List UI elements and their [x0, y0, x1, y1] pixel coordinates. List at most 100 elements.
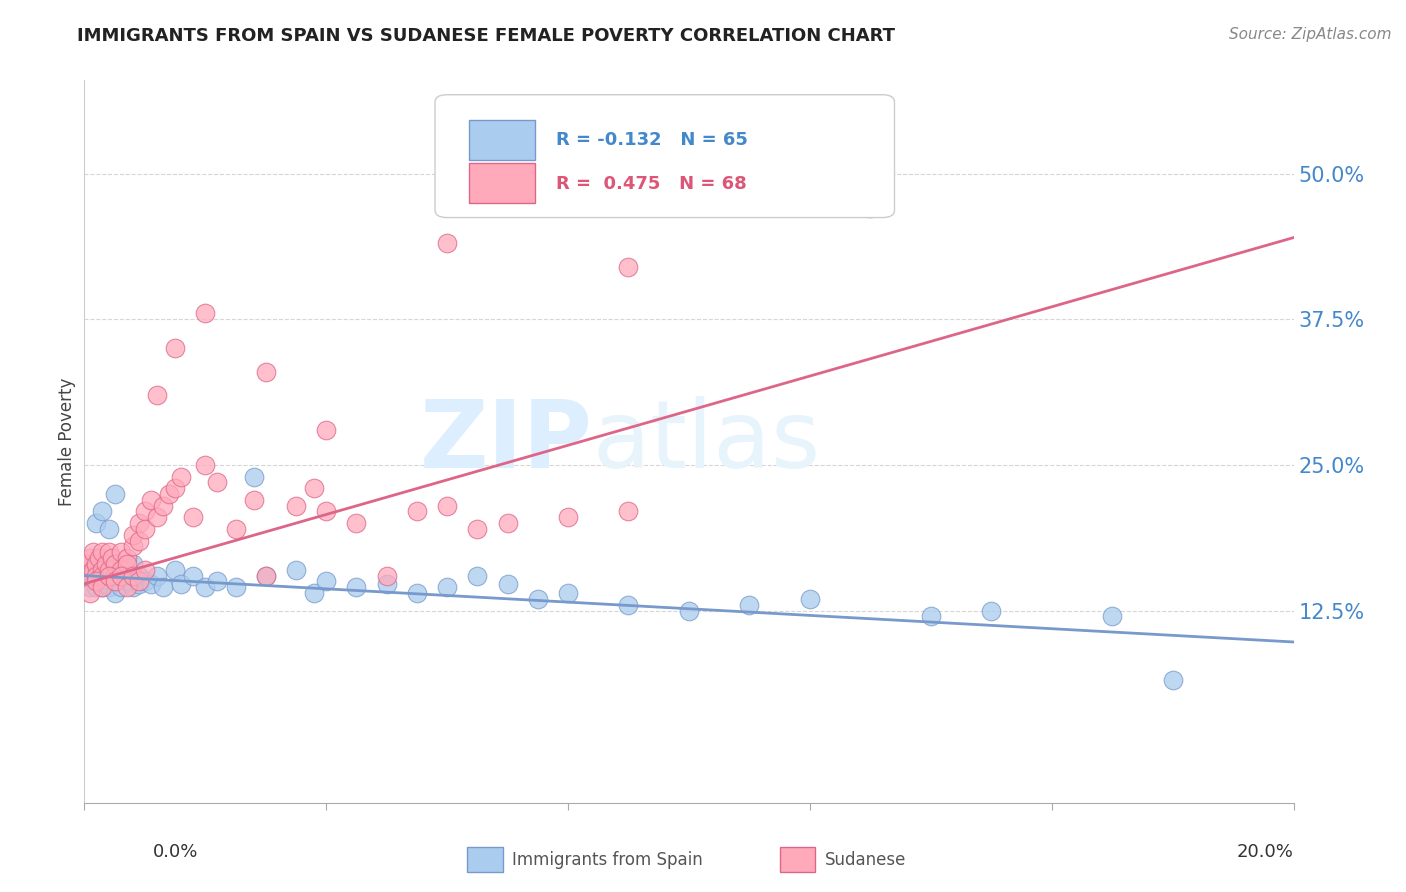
- Point: [121, 540, 143, 554]
- Point: [110, 563, 132, 577]
- Text: atlas: atlas: [592, 395, 821, 488]
- Point: [436, 236, 458, 251]
- Point: [79, 563, 101, 577]
- Text: IMMIGRANTS FROM SPAIN VS SUDANESE FEMALE POVERTY CORRELATION CHART: IMMIGRANTS FROM SPAIN VS SUDANESE FEMALE…: [77, 27, 896, 45]
- Text: Source: ZipAtlas.com: Source: ZipAtlas.com: [1229, 27, 1392, 42]
- Point: [467, 568, 489, 582]
- Point: [91, 568, 114, 582]
- Point: [527, 591, 550, 606]
- Point: [82, 568, 104, 582]
- Point: [94, 557, 117, 571]
- Point: [110, 568, 132, 582]
- Point: [89, 551, 111, 566]
- Point: [165, 481, 187, 495]
- Point: [104, 557, 127, 571]
- Text: 0.0%: 0.0%: [153, 843, 198, 861]
- Point: [920, 609, 942, 624]
- Point: [86, 516, 108, 530]
- Point: [170, 469, 193, 483]
- Point: [225, 522, 247, 536]
- Point: [115, 574, 138, 589]
- Point: [128, 574, 150, 589]
- Point: [128, 576, 150, 591]
- Point: [285, 499, 308, 513]
- Point: [678, 603, 700, 617]
- Point: [254, 568, 277, 582]
- Point: [315, 423, 337, 437]
- Point: [496, 576, 519, 591]
- Point: [97, 580, 120, 594]
- Point: [557, 586, 579, 600]
- FancyBboxPatch shape: [468, 163, 536, 203]
- Point: [86, 557, 108, 571]
- Point: [76, 557, 98, 571]
- Point: [165, 563, 187, 577]
- Point: [346, 580, 368, 594]
- Point: [115, 580, 138, 594]
- Point: [97, 568, 120, 582]
- Point: [110, 545, 132, 559]
- Point: [207, 574, 229, 589]
- Point: [980, 603, 1002, 617]
- Point: [104, 487, 127, 501]
- Point: [97, 563, 120, 577]
- Point: [181, 510, 204, 524]
- Point: [146, 388, 169, 402]
- Point: [97, 545, 120, 559]
- Point: [1161, 673, 1184, 688]
- Point: [285, 563, 308, 577]
- Point: [436, 580, 458, 594]
- Point: [146, 510, 169, 524]
- Point: [436, 499, 458, 513]
- Point: [97, 574, 120, 589]
- Point: [225, 580, 247, 594]
- Point: [115, 551, 138, 566]
- Point: [82, 563, 104, 577]
- Point: [79, 586, 101, 600]
- Point: [799, 591, 821, 606]
- Point: [194, 580, 217, 594]
- Point: [91, 504, 114, 518]
- Point: [134, 504, 156, 518]
- Point: [557, 510, 579, 524]
- Point: [91, 563, 114, 577]
- Point: [134, 563, 156, 577]
- Point: [157, 487, 180, 501]
- Point: [115, 563, 138, 577]
- Point: [346, 516, 368, 530]
- Point: [104, 557, 127, 571]
- Point: [91, 580, 114, 594]
- Point: [121, 557, 143, 571]
- Point: [146, 568, 169, 582]
- Point: [859, 202, 882, 216]
- Point: [242, 492, 264, 507]
- Point: [194, 306, 217, 320]
- Point: [406, 504, 429, 518]
- Point: [110, 568, 132, 582]
- Point: [100, 568, 122, 582]
- Point: [207, 475, 229, 490]
- Point: [406, 586, 429, 600]
- Point: [121, 580, 143, 594]
- Point: [104, 586, 127, 600]
- Point: [86, 580, 108, 594]
- Point: [242, 469, 264, 483]
- Point: [134, 574, 156, 589]
- Point: [128, 516, 150, 530]
- Point: [254, 568, 277, 582]
- Point: [86, 574, 108, 589]
- Point: [302, 586, 325, 600]
- Point: [315, 574, 337, 589]
- FancyBboxPatch shape: [468, 120, 536, 160]
- Point: [152, 580, 174, 594]
- Point: [91, 568, 114, 582]
- Point: [97, 563, 120, 577]
- Point: [89, 557, 111, 571]
- Point: [115, 557, 138, 571]
- Point: [134, 522, 156, 536]
- Point: [194, 458, 217, 472]
- Point: [82, 557, 104, 571]
- Point: [128, 568, 150, 582]
- Point: [86, 568, 108, 582]
- Point: [104, 568, 127, 582]
